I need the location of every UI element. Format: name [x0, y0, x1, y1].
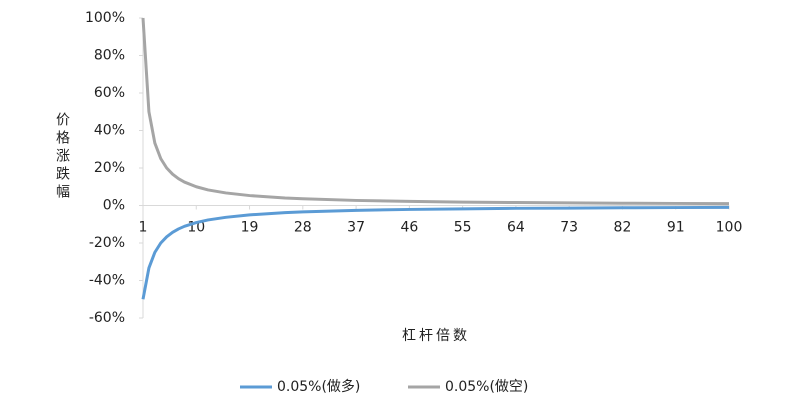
x-tick-label: 55 [454, 220, 472, 236]
y-tick-label: -60% [89, 310, 125, 326]
legend-label: 0.05%(做多) [277, 378, 360, 395]
x-tick-label: 28 [294, 220, 312, 236]
x-tick-label: 64 [507, 220, 525, 236]
legend-label: 0.05%(做空) [445, 379, 528, 395]
x-tick-label: 100 [716, 220, 743, 236]
x-axis-title: 杠杆倍数 [402, 328, 470, 344]
y-tick-label: 80% [94, 48, 125, 64]
y-tick-label: 20% [94, 160, 125, 176]
series-line [141, 17, 730, 206]
x-tick-label: 1 [139, 220, 148, 236]
x-tick-label: 19 [241, 220, 259, 236]
y-tick-label: 0% [103, 198, 125, 214]
y-tick-label: 60% [94, 85, 125, 101]
y-tick-label: -20% [89, 235, 125, 251]
x-tick-label: 91 [667, 220, 685, 236]
y-tick-label: 40% [94, 123, 125, 139]
series-line [141, 205, 730, 300]
x-tick-label: 73 [560, 220, 578, 236]
x-tick-label: 82 [614, 220, 632, 236]
y-axis-title: 价格涨跌幅 [54, 112, 70, 202]
x-tick-label: 37 [347, 220, 365, 236]
x-tick-label: 46 [400, 220, 418, 236]
y-tick-label: -40% [89, 273, 125, 289]
y-tick-label: 100% [85, 10, 125, 26]
